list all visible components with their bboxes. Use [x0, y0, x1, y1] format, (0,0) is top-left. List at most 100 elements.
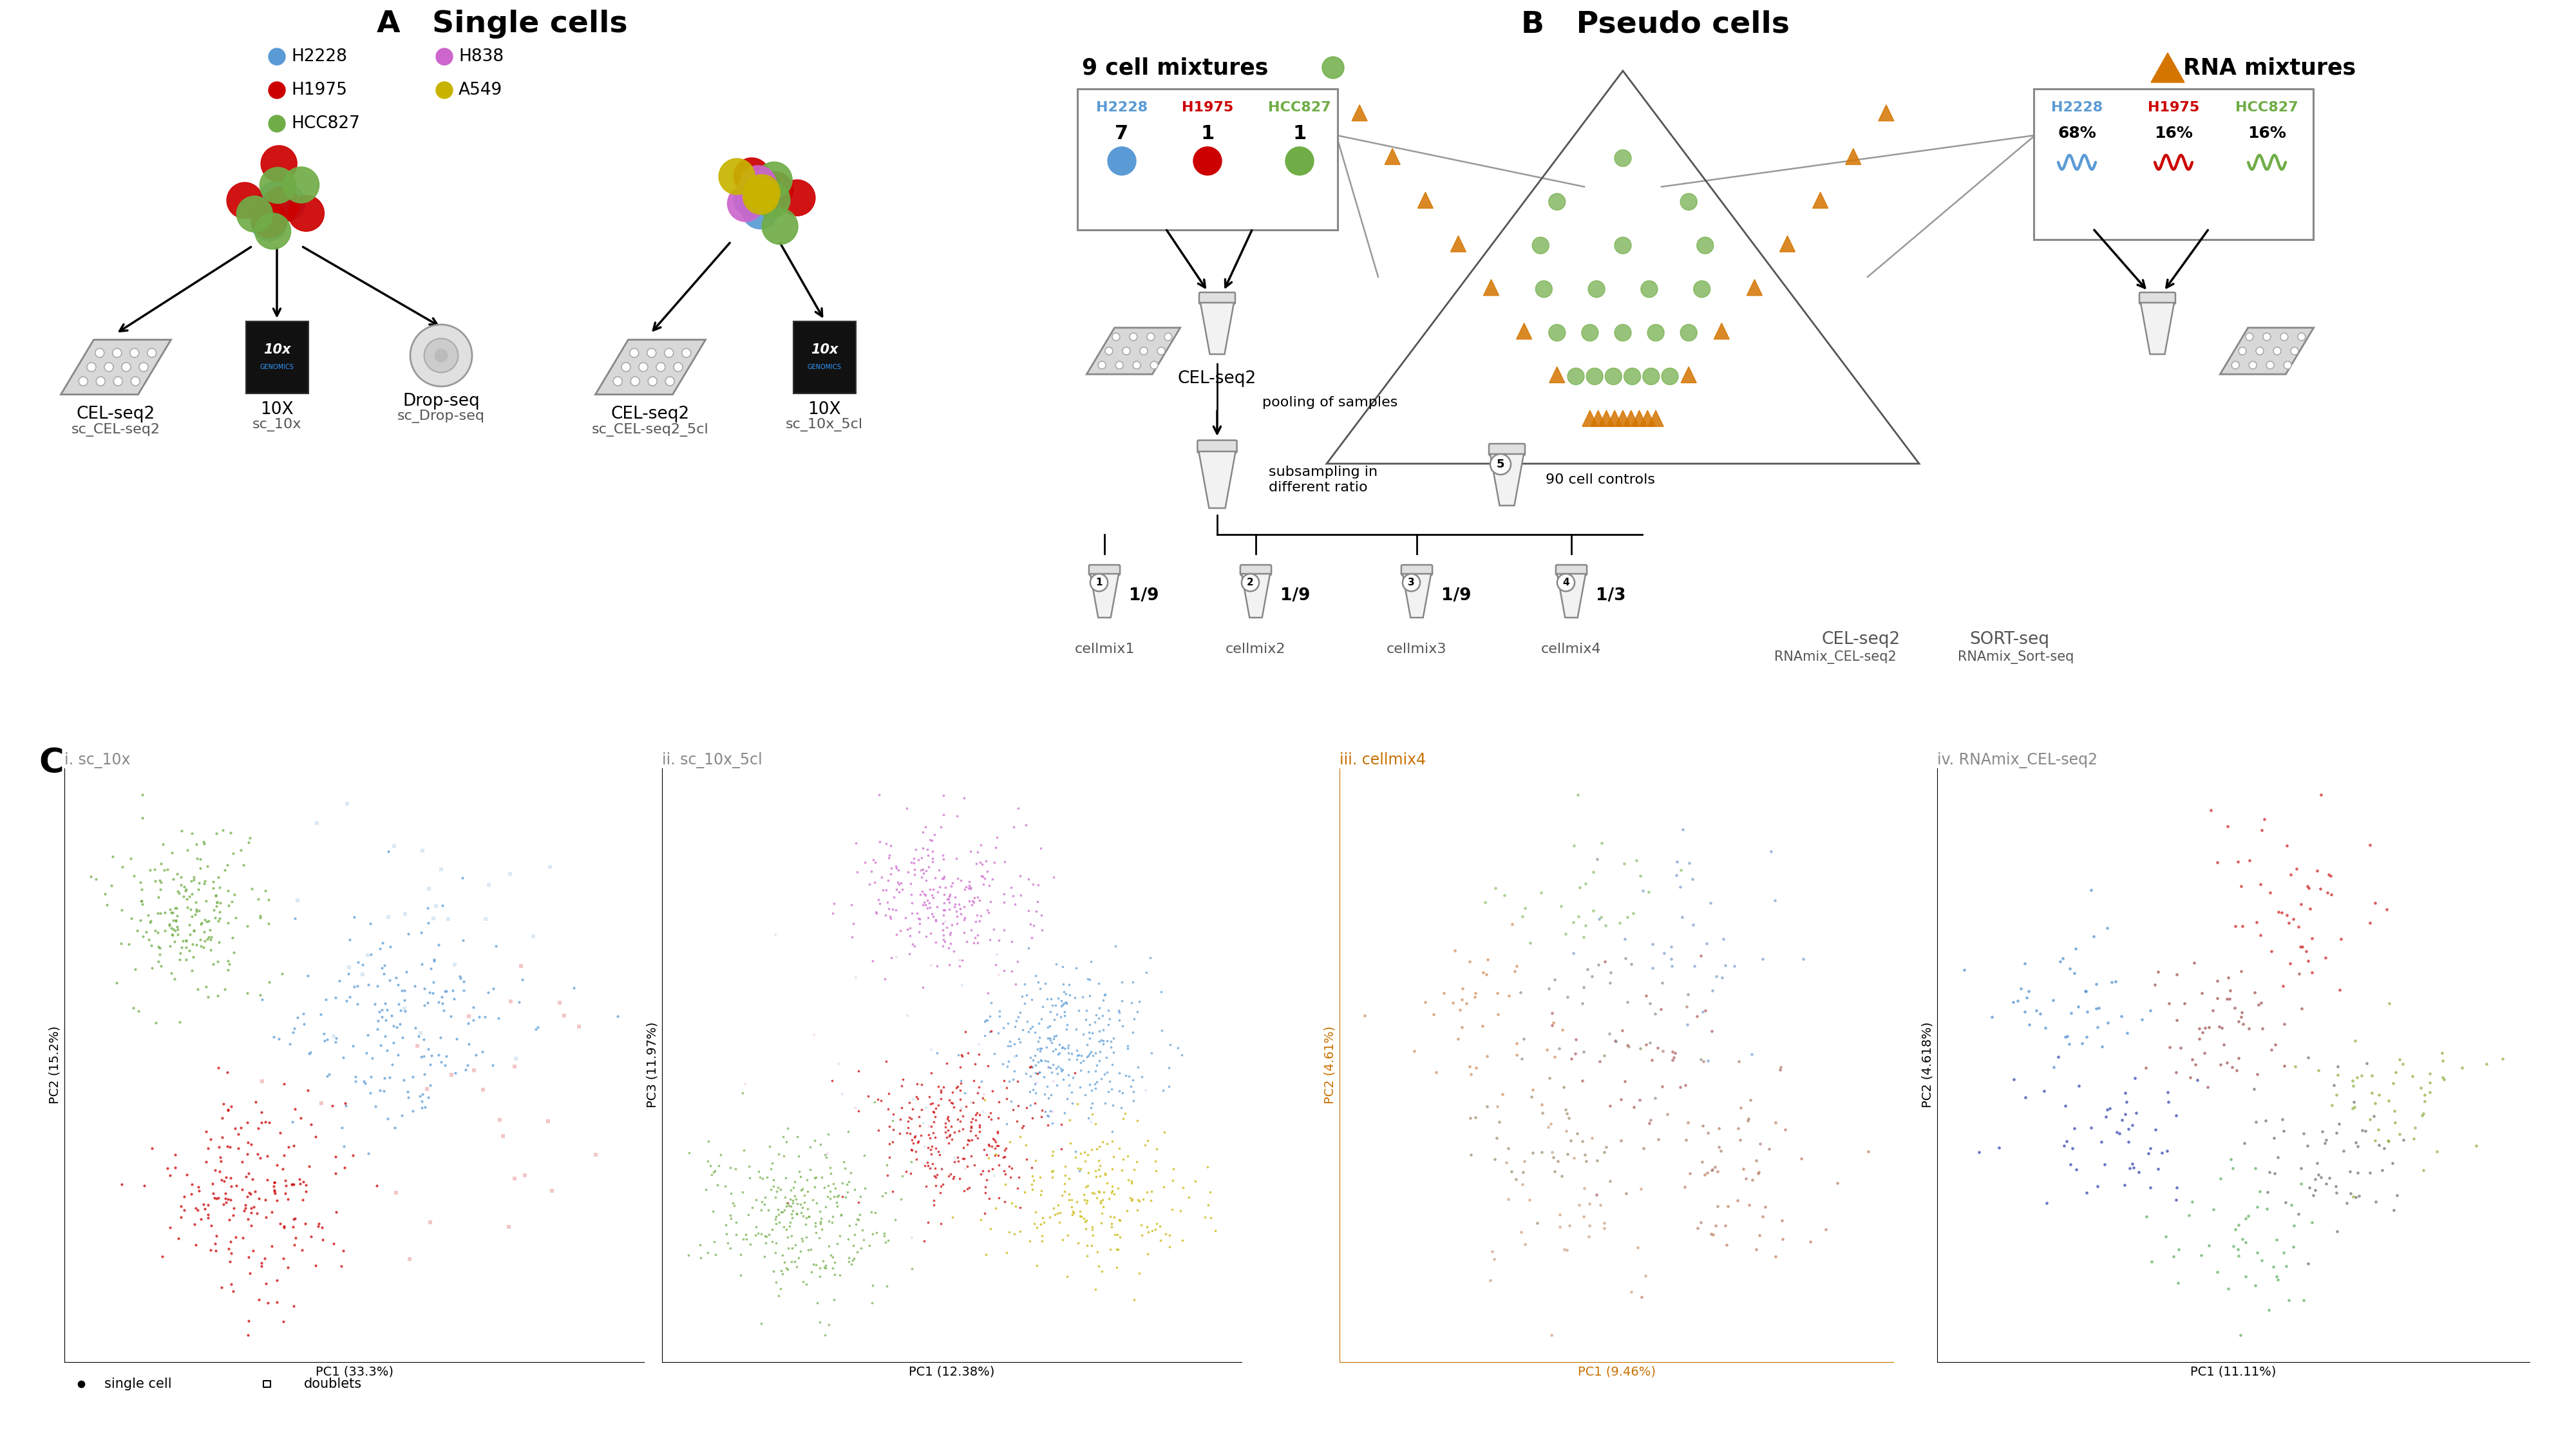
- Point: [878, 858, 920, 881]
- Point: [93, 845, 134, 868]
- Point: [2154, 1245, 2195, 1268]
- Point: [871, 856, 912, 880]
- Point: [2277, 1203, 2318, 1226]
- Point: [273, 1216, 314, 1239]
- Point: [1589, 1169, 1631, 1193]
- Polygon shape: [1417, 193, 1432, 209]
- Point: [1685, 998, 1726, 1022]
- Point: [2048, 958, 2089, 981]
- Point: [1607, 1035, 1649, 1058]
- Point: [1533, 968, 1574, 991]
- Point: [2190, 1233, 2231, 1256]
- Point: [1041, 1056, 1082, 1080]
- Point: [920, 1081, 961, 1104]
- Point: [376, 966, 417, 990]
- Point: [2287, 1135, 2329, 1158]
- Point: [873, 885, 914, 909]
- Point: [963, 1137, 1005, 1161]
- Point: [1084, 1162, 1126, 1185]
- Point: [907, 1123, 948, 1146]
- Point: [914, 1110, 956, 1133]
- Text: B   Pseudo cells: B Pseudo cells: [1520, 10, 1790, 39]
- Point: [1471, 1240, 1512, 1264]
- Point: [1007, 982, 1048, 1006]
- Point: [1126, 1242, 1167, 1265]
- Point: [943, 1148, 984, 1171]
- Point: [2197, 1014, 2239, 1037]
- Point: [1680, 943, 1721, 966]
- Point: [1664, 1175, 1705, 1198]
- Point: [1090, 1187, 1131, 1210]
- Point: [956, 852, 997, 875]
- Point: [1672, 868, 1713, 891]
- Point: [1005, 991, 1046, 1014]
- Point: [786, 1168, 827, 1191]
- Point: [827, 1172, 868, 1195]
- Point: [953, 1107, 994, 1130]
- Point: [2202, 1033, 2244, 1056]
- Text: sc_CEL-seq2_5cl: sc_CEL-seq2_5cl: [592, 423, 708, 436]
- Point: [1726, 1108, 1767, 1132]
- Point: [1061, 1059, 1103, 1082]
- Point: [976, 1122, 1018, 1145]
- Point: [920, 1181, 961, 1204]
- Point: [958, 1043, 999, 1066]
- Point: [2287, 877, 2329, 900]
- Point: [1584, 1217, 1625, 1240]
- Point: [361, 956, 402, 980]
- Point: [729, 1203, 770, 1226]
- Point: [799, 1200, 840, 1223]
- Point: [886, 917, 927, 940]
- Point: [495, 1048, 536, 1071]
- Point: [1010, 1229, 1051, 1252]
- Point: [951, 1091, 992, 1114]
- Circle shape: [757, 172, 793, 207]
- Point: [886, 906, 927, 929]
- Point: [2241, 1249, 2282, 1272]
- Point: [2357, 1119, 2398, 1142]
- Point: [255, 1268, 296, 1291]
- Point: [1038, 1042, 1079, 1065]
- Point: [440, 965, 482, 988]
- Point: [1162, 1043, 1203, 1066]
- Point: [796, 1165, 837, 1188]
- Point: [2027, 1191, 2069, 1214]
- Point: [940, 1071, 981, 1094]
- Point: [997, 797, 1038, 820]
- Point: [263, 1158, 304, 1181]
- Point: [407, 1085, 448, 1108]
- Point: [2110, 1156, 2151, 1179]
- Point: [211, 1272, 252, 1295]
- Point: [1121, 1214, 1162, 1237]
- Point: [757, 1197, 799, 1220]
- Point: [1074, 1159, 1115, 1182]
- Point: [384, 1000, 425, 1023]
- Point: [157, 923, 198, 946]
- Point: [1564, 1040, 1605, 1064]
- Point: [1061, 1206, 1103, 1229]
- Point: [425, 980, 466, 1003]
- Point: [765, 1185, 806, 1208]
- Point: [989, 877, 1030, 900]
- Point: [374, 1030, 415, 1053]
- Point: [770, 1210, 811, 1233]
- Point: [1079, 1135, 1121, 1158]
- Point: [1543, 1237, 1584, 1261]
- Point: [1030, 1029, 1072, 1052]
- Point: [953, 1091, 994, 1114]
- Point: [876, 898, 917, 922]
- Circle shape: [139, 362, 149, 371]
- Point: [922, 1172, 963, 1195]
- Point: [984, 1159, 1025, 1182]
- Point: [881, 1068, 922, 1091]
- Point: [2115, 1066, 2156, 1090]
- Point: [739, 1161, 781, 1184]
- Point: [948, 869, 989, 893]
- Point: [909, 895, 951, 919]
- Point: [2334, 1029, 2375, 1052]
- Point: [247, 971, 289, 994]
- Point: [129, 911, 170, 935]
- Point: [185, 1151, 227, 1174]
- Point: [917, 955, 958, 978]
- Point: [914, 823, 956, 846]
